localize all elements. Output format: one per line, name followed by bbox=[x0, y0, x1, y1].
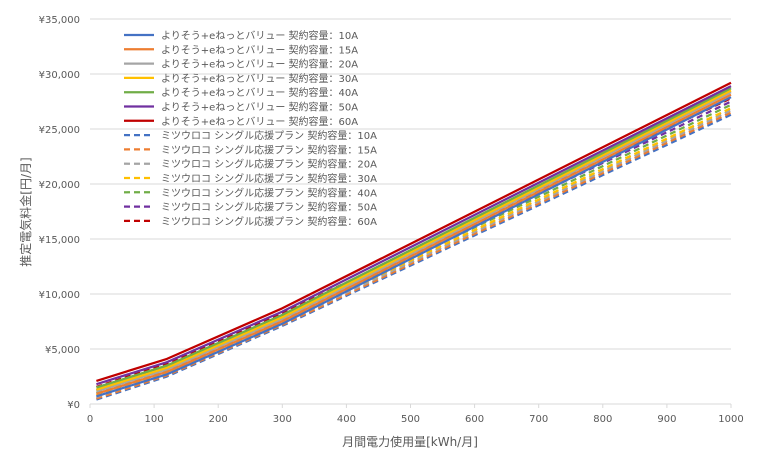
series-line-3 bbox=[96, 91, 732, 393]
y-tick-label: ¥15,000 bbox=[39, 235, 80, 246]
legend-label: ミツウロコ シングル応援プラン 契約容量：40A bbox=[161, 186, 377, 199]
legend-label: よりそう+eねっとバリュー 契約容量：50A bbox=[161, 101, 358, 114]
y-tick-label: ¥30,000 bbox=[39, 70, 80, 81]
legend-label: ミツウロコ シングル応援プラン 契約容量：30A bbox=[161, 172, 377, 185]
y-axis-label: 推定電気料金[円/月] bbox=[18, 157, 33, 266]
y-tick-label: ¥0 bbox=[67, 400, 80, 411]
legend-item: よりそう+eねっとバリュー 契約容量：15A bbox=[124, 43, 358, 56]
legend-label: ミツウロコ シングル応援プラン 契約容量：60A bbox=[161, 215, 377, 228]
legend-label: ミツウロコ シングル応援プラン 契約容量：50A bbox=[161, 201, 377, 214]
x-tick-label: 500 bbox=[401, 414, 420, 425]
legend-item: よりそう+eねっとバリュー 契約容量：30A bbox=[124, 72, 358, 85]
legend-label: ミツウロコ シングル応援プラン 契約容量：10A bbox=[161, 129, 377, 142]
legend-label: ミツウロコ シングル応援プラン 契約容量：15A bbox=[161, 143, 377, 156]
series-line-7 bbox=[96, 81, 732, 382]
legend-item: ミツウロコ シングル応援プラン 契約容量：60A bbox=[124, 215, 377, 228]
legend-label: よりそう+eねっとバリュー 契約容量：40A bbox=[161, 86, 358, 99]
legend-item: よりそう+eねっとバリュー 契約容量：40A bbox=[124, 86, 358, 99]
legend-item: ミツウロコ シングル応援プラン 契約容量：40A bbox=[124, 186, 377, 199]
y-tick-label: ¥5,000 bbox=[45, 345, 80, 356]
gridlines bbox=[90, 18, 731, 405]
legend-item: ミツウロコ シングル応援プラン 契約容量：50A bbox=[124, 201, 377, 214]
axes: ¥0 ¥5,000 ¥10,000 ¥15,000 ¥20,000 ¥25,000 ¥30,… bbox=[18, 15, 744, 449]
x-tick-label: 800 bbox=[593, 414, 612, 425]
legend-label: よりそう+eねっとバリュー 契約容量：15A bbox=[161, 43, 358, 56]
x-tick-label: 0 bbox=[87, 414, 93, 425]
legend-label: よりそう+eねっとバリュー 契約容量：10A bbox=[161, 29, 358, 42]
y-axis-ticks: ¥0 ¥5,000 ¥10,000 ¥15,000 ¥20,000 ¥25,000 ¥30,… bbox=[39, 15, 80, 411]
series-line-5 bbox=[96, 87, 732, 389]
x-axis-ticks: 0 100 200 300 400 500 600 700 800 900 1000 bbox=[87, 404, 744, 425]
x-tick-label: 1000 bbox=[718, 414, 743, 425]
legend-label: ミツウロコ シングル応援プラン 契約容量：20A bbox=[161, 158, 377, 171]
legend-item: よりそう+eねっとバリュー 契約容量：50A bbox=[124, 101, 358, 114]
series-line-1 bbox=[96, 96, 732, 398]
series-line-4 bbox=[96, 89, 732, 391]
series-line-2 bbox=[96, 93, 732, 395]
x-tick-label: 700 bbox=[529, 414, 548, 425]
legend-item: よりそう+eねっとバリュー 契約容量：10A bbox=[124, 29, 358, 42]
legend-label: よりそう+eねっとバリュー 契約容量：20A bbox=[161, 58, 358, 71]
legend-item: よりそう+eねっとバリュー 契約容量：20A bbox=[124, 58, 358, 71]
x-tick-label: 400 bbox=[337, 414, 356, 425]
x-axis-label: 月間電力使用量[kWh/月] bbox=[342, 434, 478, 449]
legend-label: よりそう+eねっとバリュー 契約容量：30A bbox=[161, 72, 358, 85]
series-line-6 bbox=[96, 85, 732, 386]
x-tick-label: 900 bbox=[657, 414, 676, 425]
x-tick-label: 300 bbox=[273, 414, 292, 425]
y-tick-label: ¥20,000 bbox=[39, 180, 80, 191]
legend-item: よりそう+eねっとバリュー 契約容量：60A bbox=[124, 115, 358, 128]
legend-item: ミツウロコ シングル応援プラン 契約容量：15A bbox=[124, 143, 377, 156]
y-tick-label: ¥35,000 bbox=[39, 15, 80, 26]
legend-item: ミツウロコ シングル応援プラン 契約容量：20A bbox=[124, 158, 377, 171]
x-tick-label: 600 bbox=[465, 414, 484, 425]
x-tick-label: 100 bbox=[145, 414, 164, 425]
y-tick-label: ¥25,000 bbox=[39, 125, 80, 136]
series-lines bbox=[96, 81, 732, 401]
x-tick-label: 200 bbox=[209, 414, 228, 425]
y-tick-label: ¥10,000 bbox=[39, 290, 80, 301]
legend-item: ミツウロコ シングル応援プラン 契約容量：10A bbox=[124, 129, 377, 142]
legend-label: よりそう+eねっとバリュー 契約容量：60A bbox=[161, 115, 358, 128]
legend-item: ミツウロコ シングル応援プラン 契約容量：30A bbox=[124, 172, 377, 185]
